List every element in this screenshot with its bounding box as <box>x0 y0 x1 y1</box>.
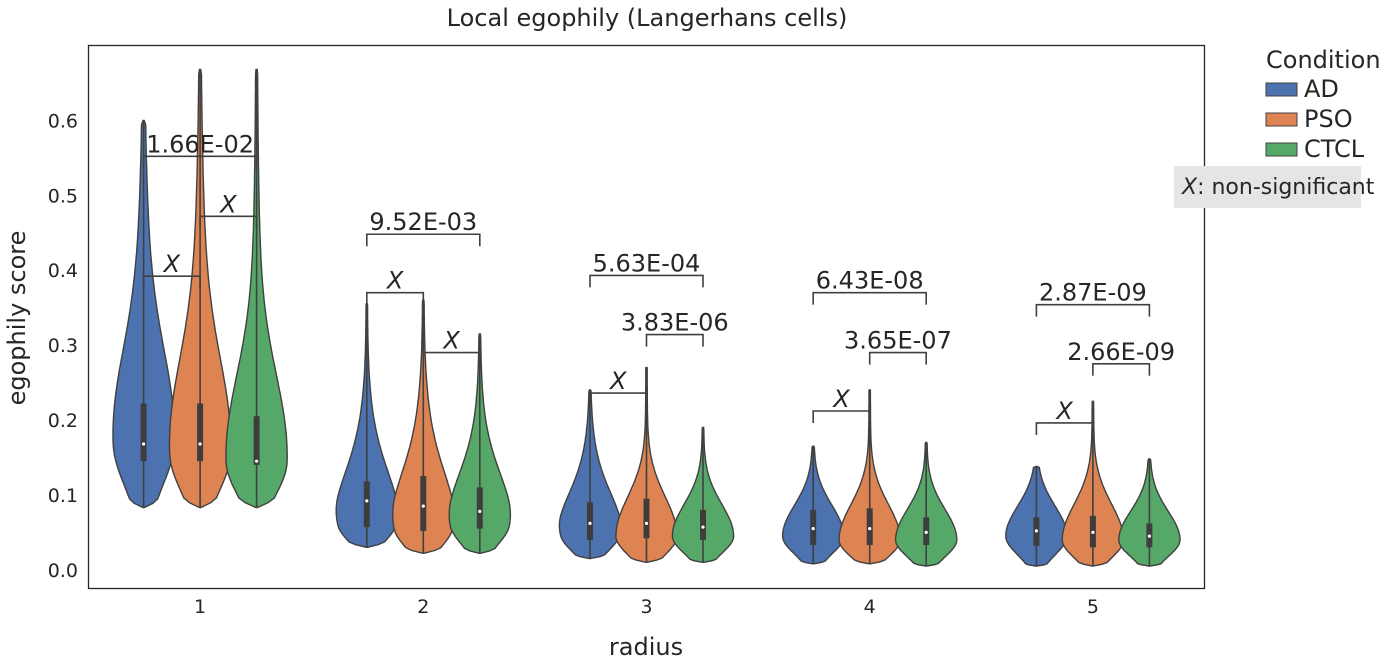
significance-label: X <box>441 327 460 355</box>
significance-bracket <box>1035 303 1151 317</box>
significance-bracket <box>1092 363 1151 376</box>
plot-frame <box>87 44 1206 590</box>
significance-label: 5.63E-04 <box>593 249 701 277</box>
violin-median <box>1034 529 1038 533</box>
y-tick-label: 0.6 <box>48 110 78 132</box>
y-axis-label: egophily score <box>3 231 31 406</box>
violin-median <box>924 530 928 534</box>
significance-label: 1.66E-02 <box>146 130 254 158</box>
violin-median <box>1091 530 1095 534</box>
x-tick-label: 3 <box>640 596 652 618</box>
violin-median <box>365 499 369 503</box>
significance-bracket <box>812 291 927 305</box>
violin-median <box>1147 534 1151 538</box>
violins-layer <box>112 68 1181 567</box>
significance-note: X: non-significant <box>1174 166 1375 208</box>
violin-median <box>588 521 592 525</box>
legend-swatch-ad <box>1265 82 1298 97</box>
significance-bracket <box>142 275 201 289</box>
significance-label: 3.83E-06 <box>621 309 729 337</box>
significance-label: X <box>1054 397 1073 425</box>
note-box <box>1174 166 1361 208</box>
y-axis: 0.0 0.1 0.2 0.3 0.4 0.5 0.6 <box>48 110 78 581</box>
note-symbol: X <box>1181 175 1198 200</box>
violin-median <box>644 521 649 525</box>
legend-label-ad: AD <box>1304 75 1339 103</box>
y-tick-label: 0.2 <box>48 410 78 432</box>
significance-label: X <box>162 250 181 278</box>
significance-label: X <box>608 367 627 395</box>
significance-bracket <box>589 274 704 288</box>
violin-median <box>478 509 482 513</box>
y-tick-label: 0.4 <box>48 260 78 282</box>
annotations-layer: X X 1.66E-02 X X 9.52E-03 X 3.83E-06 5.63E-04 X 3.… <box>142 130 1175 435</box>
significance-label: X <box>831 385 850 413</box>
violin-median <box>421 504 425 508</box>
significance-label: 2.87E-09 <box>1039 279 1147 307</box>
significance-label: 2.66E-09 <box>1067 338 1175 366</box>
significance-bracket <box>142 155 258 169</box>
violin-median <box>198 442 202 446</box>
significance-label: 3.65E-07 <box>844 327 952 355</box>
legend-label-pso: PSO <box>1304 105 1353 133</box>
legend-label-ctcl: CTCL <box>1304 135 1365 163</box>
significance-bracket <box>589 392 648 406</box>
violin-median <box>142 442 146 446</box>
legend-swatch-pso <box>1265 112 1298 127</box>
x-axis: 1 2 3 4 5 <box>194 596 1099 618</box>
violin-median <box>701 525 705 529</box>
violin-median <box>255 459 259 463</box>
x-tick-label: 1 <box>194 596 206 618</box>
violin-median <box>868 526 872 531</box>
significance-bracket <box>645 333 704 347</box>
significance-bracket <box>366 233 481 247</box>
significance-bracket <box>1035 422 1094 435</box>
significance-label: X <box>218 190 237 218</box>
x-tick-label: 4 <box>864 596 876 618</box>
y-tick-label: 0.1 <box>48 485 78 507</box>
chart-title: Local egophily (Langerhans cells) <box>447 4 848 32</box>
x-tick-label: 2 <box>417 596 429 618</box>
x-tick-label: 5 <box>1087 596 1099 618</box>
violin-median <box>811 526 815 531</box>
significance-bracket <box>868 351 927 365</box>
significance-bracket <box>422 351 481 365</box>
significance-label: 6.43E-08 <box>816 267 924 295</box>
y-tick-label: 0.5 <box>48 185 78 207</box>
y-tick-label: 0.0 <box>48 560 78 582</box>
x-axis-label: radius <box>609 633 683 661</box>
legend-swatch-ctcl <box>1265 142 1298 157</box>
note-text: X: non-significant <box>1181 175 1375 200</box>
significance-bracket <box>812 410 871 423</box>
note-description: : non-significant <box>1197 175 1375 200</box>
significance-label: 9.52E-03 <box>369 208 477 236</box>
legend-title: Condition <box>1266 46 1381 74</box>
y-tick-label: 0.3 <box>48 335 78 357</box>
significance-bracket <box>199 215 258 229</box>
significance-label: X <box>385 267 404 295</box>
significance-bracket <box>366 291 425 305</box>
